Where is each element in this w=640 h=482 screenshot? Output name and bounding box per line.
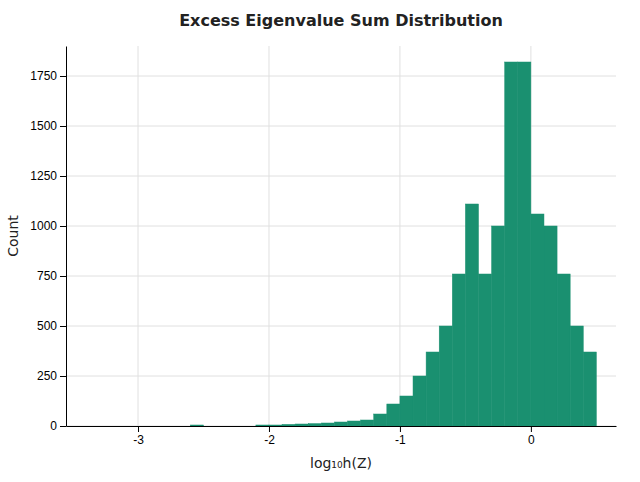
bar [217,426,230,427]
x-tick-mark [400,426,401,432]
bar [99,426,112,427]
x-tick: -2 [264,426,275,447]
grid-line-x [268,46,269,426]
x-tick-label: -2 [264,433,275,447]
bar [413,376,426,426]
bar [73,426,86,427]
bar [151,426,164,427]
bar [269,425,282,426]
chart: -3 -2 -1 0 0 250 500 750 1000 1250 1500 1750 Excess … [0,0,640,482]
bar [112,426,125,427]
x-tick-label: -3 [133,433,144,447]
bar [243,426,256,427]
y-tick-mark [60,426,66,427]
grid-line-y [66,126,616,127]
grid-line-x [399,46,400,426]
x-tick-mark [269,426,270,432]
grid-line-y [66,176,616,177]
y-tick-mark [60,126,66,127]
x-tick-label: -1 [395,433,406,447]
bar [204,426,217,427]
bar [583,352,596,426]
bar [177,426,190,427]
bar [544,226,557,426]
x-axis: -3 -2 -1 0 [67,426,617,447]
y-tick-label: 1000 [30,219,57,233]
y-tick: 250 [37,369,66,383]
y-tick-mark [60,326,66,327]
y-tick-label: 1500 [30,119,57,133]
y-tick-label: 0 [50,419,57,433]
bar [256,425,269,426]
bar [334,422,347,426]
bar [400,396,413,426]
grid [66,46,616,426]
x-axis-line [67,426,617,427]
bar [570,326,583,426]
y-tick: 750 [37,269,66,283]
bar [452,274,465,426]
bar [465,204,478,426]
x-tick-mark [531,426,532,432]
y-tick-label: 500 [37,319,57,333]
y-axis: 0 250 500 750 1000 1250 1500 1750 [30,47,66,434]
grid-line-y [66,76,616,77]
bar [531,214,544,426]
y-tick-mark [60,176,66,177]
y-axis-line [66,47,67,427]
bar [518,62,531,426]
y-tick-label: 250 [37,369,57,383]
bar [439,326,452,426]
bar [164,426,177,427]
bar [86,426,99,427]
y-tick-mark [60,376,66,377]
bar [348,421,361,426]
y-tick-label: 1750 [30,69,57,83]
x-axis-title: log₁₀h(Z) [310,455,372,471]
y-tick-mark [60,226,66,227]
y-tick: 1500 [30,119,66,133]
y-tick: 1000 [30,219,66,233]
y-tick: 1750 [30,69,66,83]
bar [426,352,439,426]
y-tick: 1250 [30,169,66,183]
y-tick: 500 [37,319,66,333]
y-tick-mark [60,76,66,77]
y-tick-label: 1250 [30,169,57,183]
bar [479,274,492,426]
bar [321,423,334,426]
y-axis-title: Count [5,215,21,257]
chart-container: -3 -2 -1 0 0 250 500 750 1000 1250 1500 1750 Excess … [0,0,640,482]
bar [190,425,203,426]
bar [138,426,151,427]
y-tick-label: 750 [37,269,57,283]
bar [374,414,387,426]
bar [505,62,518,426]
bar [295,424,308,426]
x-tick-mark [138,426,139,432]
x-tick: 0 [528,426,535,447]
bar [125,426,138,427]
bar [308,424,321,426]
x-tick: -1 [395,426,406,447]
x-tick: -3 [133,426,144,447]
y-tick-mark [60,276,66,277]
bar [596,426,609,427]
grid-line-x [138,46,139,426]
title: Excess Eigenvalue Sum Distribution [179,11,503,30]
plot-area [190,62,596,426]
bar [492,226,505,426]
bar [282,424,295,426]
bar [361,420,374,426]
bar [230,426,243,427]
bar [387,404,400,426]
x-tick-label: 0 [528,433,535,447]
y-tick: 0 [50,419,66,433]
bar [557,274,570,426]
